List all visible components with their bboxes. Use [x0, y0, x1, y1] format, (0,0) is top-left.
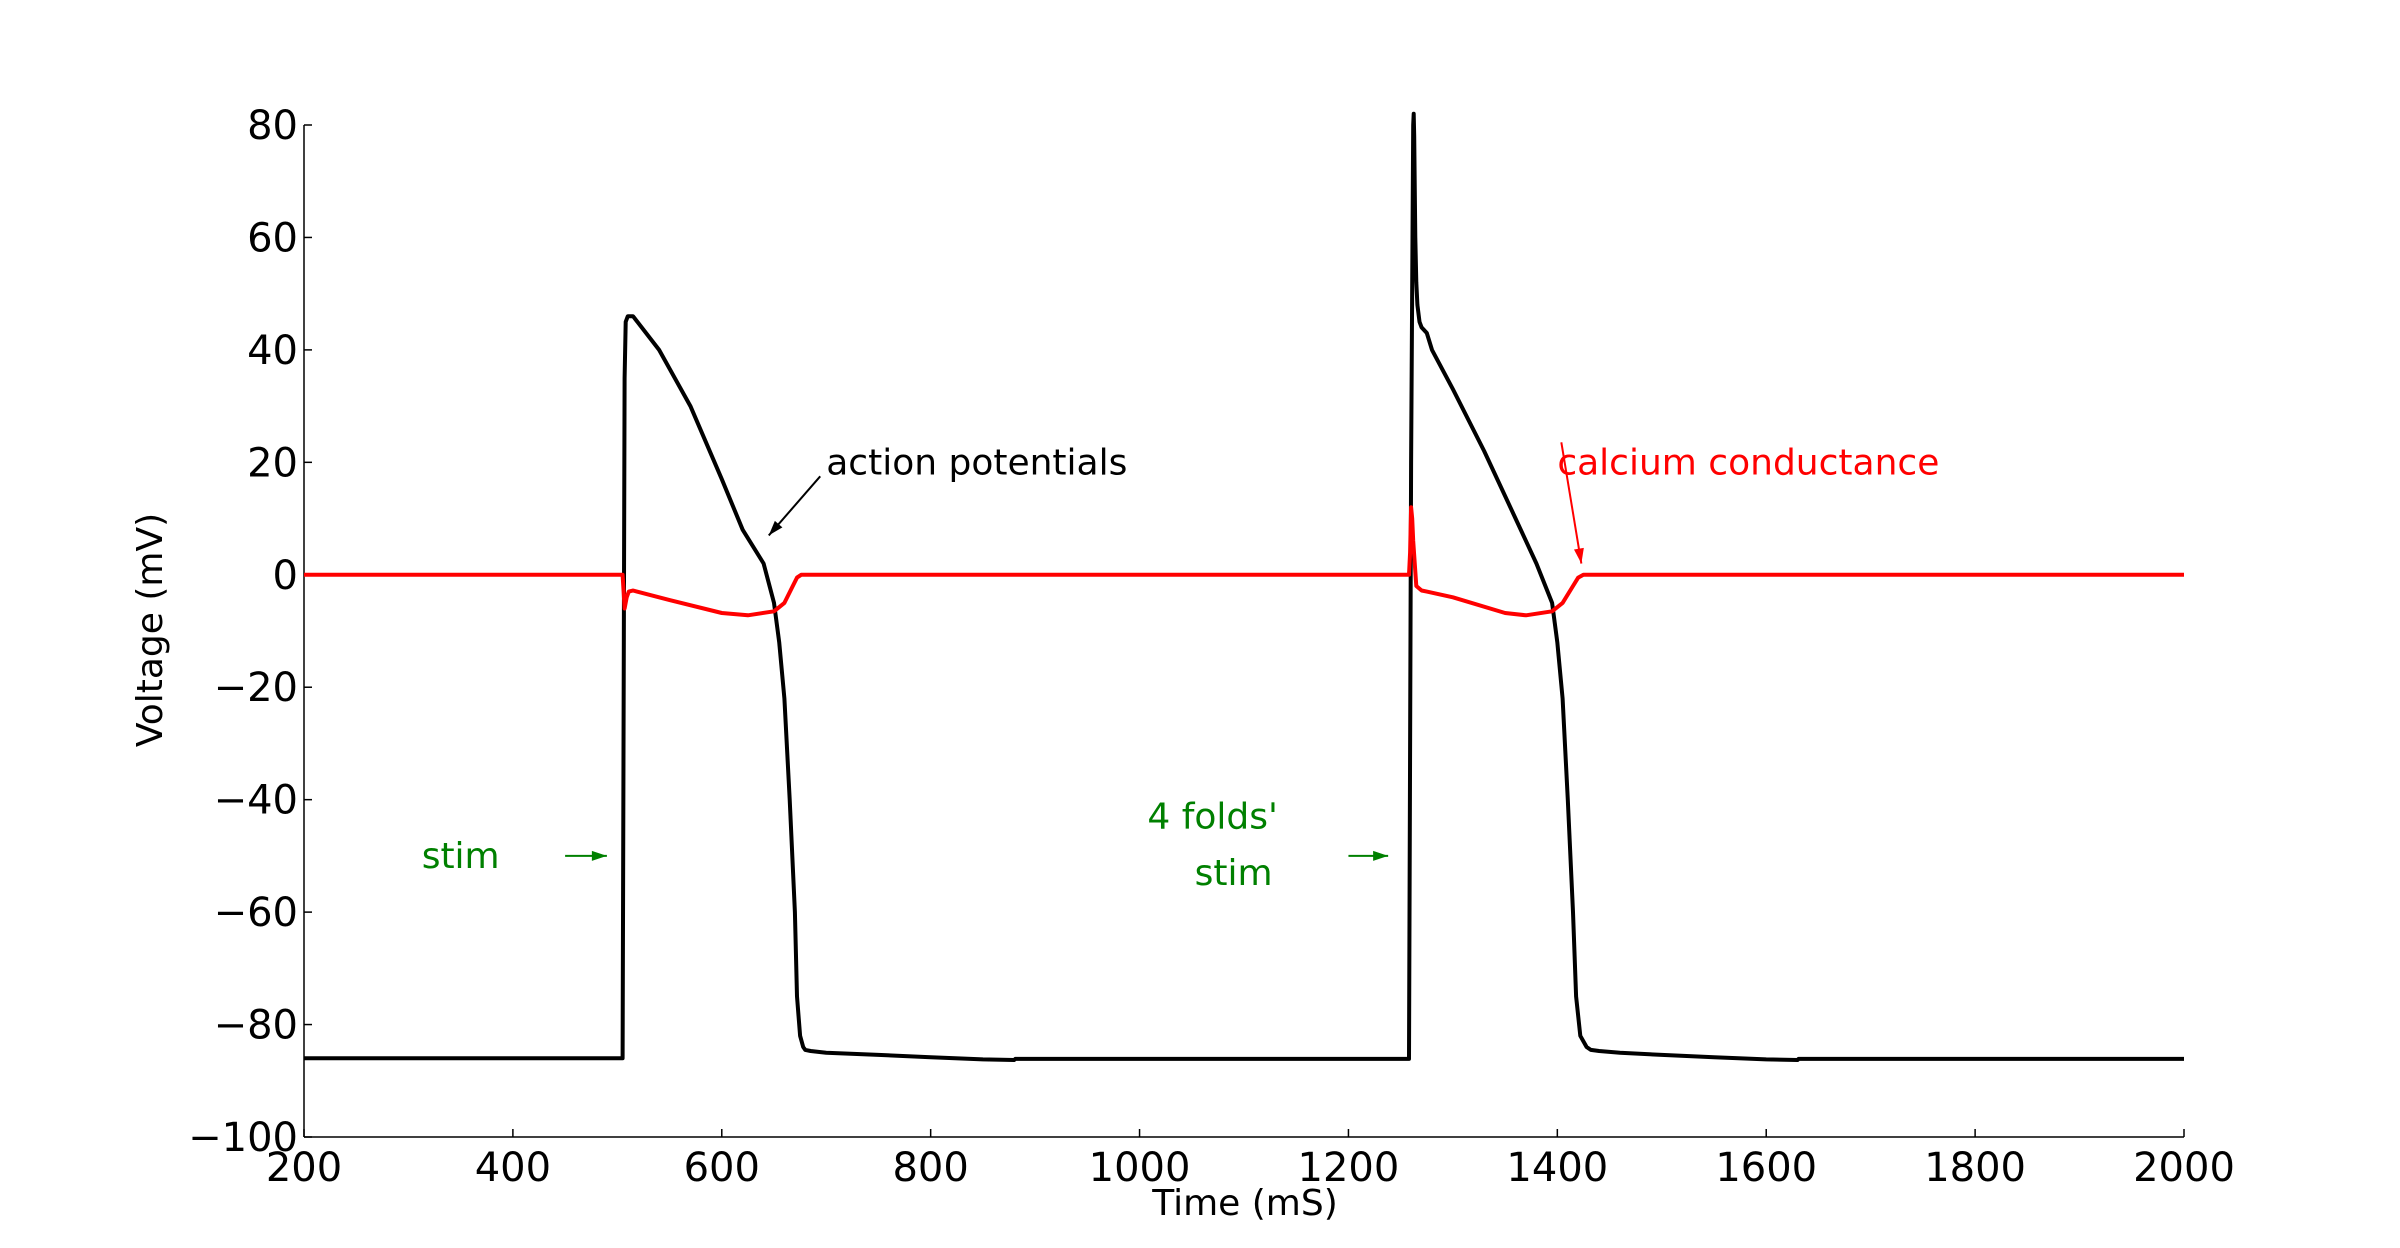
y-tick-label: 60: [247, 215, 298, 261]
arrow-head: [768, 520, 783, 536]
y-tick-label: 80: [247, 103, 298, 149]
y-tick-label: −100: [188, 1115, 298, 1161]
annotation-label: 4 folds': [1147, 797, 1278, 838]
calcium-trace: [304, 505, 2184, 618]
x-tick-label: 600: [684, 1145, 760, 1191]
annotation-label: stim: [1195, 853, 1273, 894]
x-tick-label: 1400: [1506, 1145, 1608, 1191]
x-tick-label: 400: [475, 1145, 551, 1191]
arrow-head: [591, 850, 607, 861]
y-axis-label: Voltage (mV): [130, 513, 171, 747]
x-tick-label: 1200: [1298, 1145, 1400, 1191]
y-tick-label: 40: [247, 328, 298, 374]
series-group: [304, 111, 2184, 1062]
axes: 200 400 600 800 1000 1200 1400 1600 1800 20008060…: [188, 103, 2235, 1191]
annotations: action potentials calcium conductance stim…: [422, 442, 1939, 894]
y-tick-label: −80: [214, 1003, 298, 1049]
x-tick-label: 2000: [2133, 1145, 2235, 1191]
x-tick-label: 1600: [1715, 1145, 1817, 1191]
annotation-label: calcium conductance: [1557, 442, 1939, 483]
x-tick-label: 1800: [1924, 1145, 2026, 1191]
x-axis-label: Time (mS): [1151, 1183, 1338, 1224]
y-tick-label: −20: [214, 665, 298, 711]
x-tick-label: 1000: [1089, 1145, 1191, 1191]
voltage-trace: [304, 111, 2184, 1062]
annotation-label: stim: [422, 836, 500, 877]
y-tick-label: −40: [214, 778, 298, 824]
x-tick-label: 800: [892, 1145, 968, 1191]
y-tick-label: 20: [247, 440, 298, 486]
annotation-arrow: [1560, 442, 1583, 564]
arrow-head: [1573, 547, 1584, 564]
x-tick-label: 200: [266, 1145, 342, 1191]
arrow-head: [1373, 850, 1389, 861]
annotation-label: action potentials: [826, 442, 1127, 483]
y-tick-label: 0: [273, 553, 298, 599]
y-tick-label: −60: [214, 890, 298, 936]
